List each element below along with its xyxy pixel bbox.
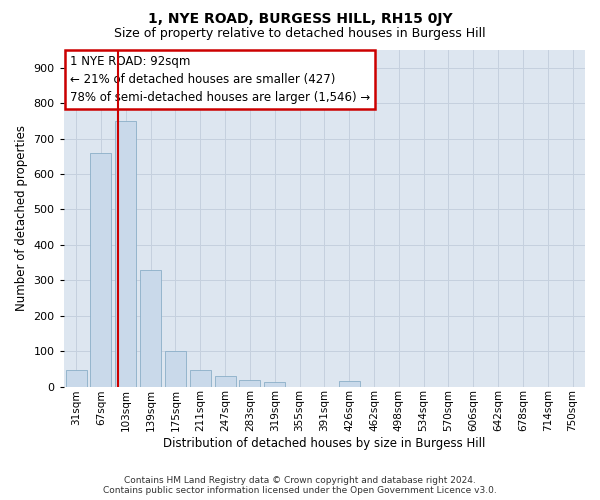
Bar [115,121,136,386]
Y-axis label: Number of detached properties: Number of detached properties [15,126,28,312]
Text: 1 NYE ROAD: 92sqm
← 21% of detached houses are smaller (427)
78% of semi-detache: 1 NYE ROAD: 92sqm ← 21% of detached hous… [70,55,370,104]
Text: Size of property relative to detached houses in Burgess Hill: Size of property relative to detached ho… [114,28,486,40]
Bar [338,381,360,386]
Bar [239,380,260,386]
Bar [264,382,285,386]
Bar [190,370,211,386]
Bar [165,351,186,386]
X-axis label: Distribution of detached houses by size in Burgess Hill: Distribution of detached houses by size … [163,437,485,450]
Bar [215,376,236,386]
Bar [140,270,161,386]
Bar [91,152,112,386]
Text: Contains HM Land Registry data © Crown copyright and database right 2024.
Contai: Contains HM Land Registry data © Crown c… [103,476,497,495]
Bar [65,370,86,386]
Text: 1, NYE ROAD, BURGESS HILL, RH15 0JY: 1, NYE ROAD, BURGESS HILL, RH15 0JY [148,12,452,26]
